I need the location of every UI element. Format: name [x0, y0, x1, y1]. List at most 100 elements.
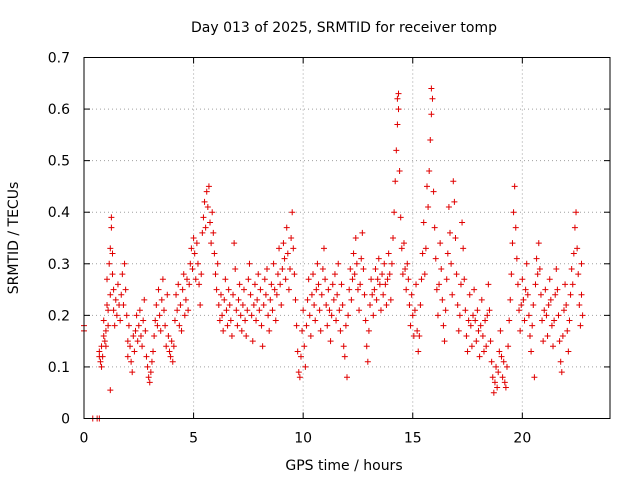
data-point: [514, 281, 521, 288]
data-point: [333, 317, 340, 324]
data-point: [157, 327, 164, 334]
data-point: [494, 384, 501, 391]
data-point: [233, 307, 240, 314]
data-point: [405, 276, 412, 283]
data-point: [534, 271, 541, 278]
data-point: [317, 327, 324, 334]
data-point: [279, 265, 286, 272]
data-point: [267, 296, 274, 303]
data-point: [310, 271, 317, 278]
data-point: [239, 302, 246, 309]
data-point: [429, 95, 436, 102]
data-point: [176, 322, 183, 329]
data-point: [574, 245, 581, 252]
data-point: [151, 332, 158, 339]
data-point: [130, 332, 137, 339]
data-point: [133, 312, 140, 319]
data-point: [302, 363, 309, 370]
data-point: [406, 302, 413, 309]
data-point: [112, 296, 119, 303]
data-point: [283, 224, 290, 231]
data-point: [226, 302, 233, 309]
data-point: [276, 245, 283, 252]
x-tick-label: 15: [404, 431, 422, 447]
data-point: [445, 204, 452, 211]
data-point: [128, 358, 135, 365]
data-point: [114, 281, 121, 288]
data-point: [288, 235, 295, 241]
data-point: [432, 255, 439, 262]
data-point: [164, 291, 171, 298]
chart-title: Day 013 of 2025, SRMTID for receiver tom…: [191, 20, 497, 36]
data-point: [319, 265, 326, 272]
data-point: [513, 255, 520, 262]
data-point: [557, 358, 564, 365]
data-point: [217, 291, 224, 298]
data-point: [227, 317, 234, 324]
data-point: [373, 296, 380, 303]
data-point: [550, 343, 557, 350]
data-point: [280, 240, 287, 247]
data-point: [484, 312, 491, 319]
data-point: [391, 209, 398, 216]
data-point: [422, 245, 429, 252]
data-point: [250, 302, 257, 309]
data-point: [264, 265, 271, 272]
data-point: [420, 219, 427, 226]
data-point: [210, 229, 217, 236]
data-point: [462, 307, 469, 314]
data-point: [495, 369, 502, 376]
data-point: [473, 338, 480, 345]
data-point: [553, 265, 560, 272]
data-point: [444, 250, 451, 257]
data-point: [367, 302, 374, 309]
data-point: [457, 281, 464, 288]
data-point: [313, 286, 320, 293]
data-point: [440, 322, 447, 329]
data-point: [459, 219, 466, 226]
data-point: [467, 322, 474, 329]
data-point: [539, 317, 546, 324]
data-point: [565, 348, 572, 355]
data-point: [578, 291, 585, 298]
data-point: [185, 307, 192, 314]
data-point: [410, 332, 417, 339]
data-point: [486, 307, 493, 314]
data-point: [194, 260, 201, 267]
data-point: [448, 260, 455, 267]
data-point: [294, 348, 301, 355]
data-point: [281, 255, 288, 262]
data-point: [569, 281, 576, 288]
data-point: [576, 302, 583, 309]
data-point: [296, 374, 303, 381]
data-point: [573, 209, 580, 216]
data-point: [491, 379, 498, 386]
data-point: [156, 312, 163, 319]
data-point: [238, 327, 245, 334]
data-point: [284, 250, 291, 257]
data-point: [482, 317, 489, 324]
data-point: [508, 271, 515, 278]
data-point: [466, 291, 473, 298]
data-point: [270, 260, 277, 267]
data-point: [433, 286, 440, 293]
data-point: [147, 369, 154, 376]
data-point: [236, 281, 243, 288]
data-point: [168, 338, 175, 345]
data-point: [301, 343, 308, 350]
data-point: [110, 307, 117, 314]
data-point: [232, 265, 239, 272]
data-point: [331, 271, 338, 278]
data-point: [395, 106, 402, 113]
data-point: [375, 255, 382, 262]
data-point: [415, 348, 422, 355]
data-point: [274, 271, 281, 278]
data-point: [108, 214, 115, 221]
data-point: [554, 286, 561, 293]
data-point: [501, 379, 508, 386]
data-point: [316, 307, 323, 314]
data-point: [134, 338, 141, 345]
data-point: [516, 307, 523, 314]
data-point: [208, 240, 215, 247]
data-point: [546, 276, 553, 283]
